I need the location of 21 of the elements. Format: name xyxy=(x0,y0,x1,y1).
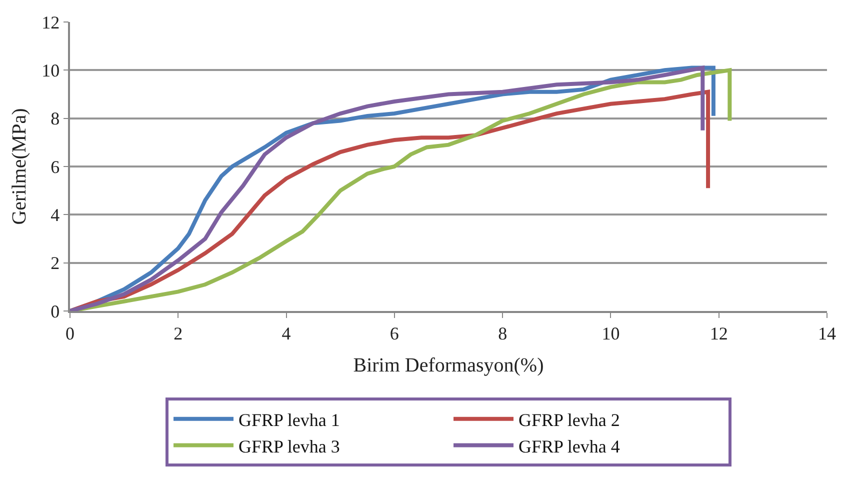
y-tick-label: 2 xyxy=(50,253,60,274)
x-tick-label: 2 xyxy=(174,323,183,344)
x-tick-label: 8 xyxy=(498,323,508,344)
legend-label: GFRP levha 4 xyxy=(518,436,620,456)
x-tick-label: 0 xyxy=(66,323,74,344)
x-tick-label: 12 xyxy=(710,323,728,344)
y-axis-title: Gerilme(MPa) xyxy=(8,108,31,225)
x-tick-label: 6 xyxy=(390,323,399,344)
y-tick-label: 12 xyxy=(42,12,60,32)
y-tick-label: 0 xyxy=(50,301,60,322)
legend-label: GFRP levha 2 xyxy=(518,410,620,430)
x-tick-label: 4 xyxy=(282,323,291,344)
legend-label: GFRP levha 1 xyxy=(238,410,340,430)
x-tick-label: 14 xyxy=(818,323,836,344)
y-tick-label: 10 xyxy=(42,60,60,80)
x-axis-title: Birim Deformasyon(%) xyxy=(353,354,544,376)
y-tick-label: 4 xyxy=(50,204,60,225)
x-tick-label: 10 xyxy=(602,323,620,344)
y-tick-label: 6 xyxy=(50,156,60,177)
y-tick-label: 8 xyxy=(50,108,60,129)
legend-label: GFRP levha 3 xyxy=(238,436,340,456)
